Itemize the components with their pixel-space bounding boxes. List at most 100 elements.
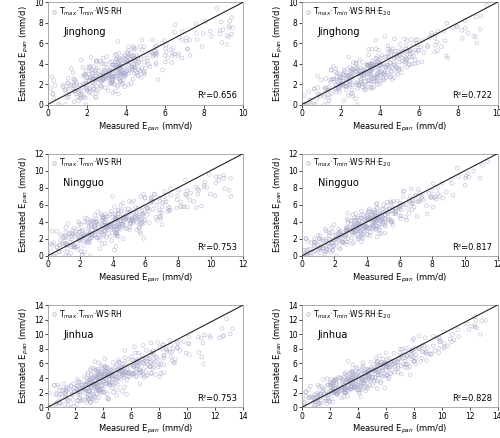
Point (109, 375, 117, 382)
Point (386, 215, 394, 223)
Point (365, 372, 373, 379)
Point (364, 369, 372, 376)
Point (59, 83, 67, 90)
Point (138, 46, 146, 53)
Point (138, 215, 145, 222)
Point (372, 360, 380, 367)
Point (102, 215, 110, 223)
Point (381, 33, 389, 40)
Point (306, 382, 314, 389)
Point (335, 70, 343, 77)
Point (406, 198, 413, 205)
Point (111, 215, 119, 222)
Point (319, 245, 327, 252)
Point (402, 201, 410, 208)
Point (104, 381, 112, 388)
Point (94, 387, 102, 394)
Point (152, 59, 160, 66)
Point (382, 360, 390, 367)
Point (334, 386, 342, 393)
Point (106, 72, 114, 79)
Point (364, 63, 372, 70)
Point (80, 80, 88, 87)
Point (96, 378, 104, 385)
Point (390, 59, 398, 66)
Point (144, 55, 152, 62)
Point (415, 332, 423, 339)
Point (120, 69, 128, 76)
Point (68, 244, 76, 251)
Point (136, 381, 144, 388)
Point (78, 234, 86, 241)
Point (120, 374, 128, 381)
Point (403, 352, 411, 359)
Point (364, 46, 372, 53)
Y-axis label: Estimated E$_{pan}$ (mm/d): Estimated E$_{pan}$ (mm/d) (272, 5, 285, 102)
Point (216, 30, 224, 37)
Point (126, 49, 134, 56)
Point (416, 358, 424, 365)
Point (403, 55, 411, 62)
Point (66, 239, 74, 246)
Point (378, 70, 386, 77)
Point (104, 68, 112, 75)
Point (314, 241, 322, 248)
Point (104, 225, 112, 232)
Point (132, 212, 140, 219)
Point (119, 213, 127, 220)
Point (395, 65, 403, 72)
Point (123, 214, 131, 221)
Point (398, 352, 406, 359)
Point (384, 209, 392, 216)
Point (54, 101, 62, 108)
Point (366, 71, 374, 78)
Point (92, 373, 100, 380)
Point (366, 67, 374, 74)
Point (75, 88, 83, 95)
Point (106, 79, 114, 86)
Point (316, 390, 324, 397)
Point (385, 364, 393, 371)
Point (60, 386, 68, 393)
Point (130, 64, 138, 71)
Point (368, 65, 376, 72)
Point (108, 74, 116, 81)
Point (112, 370, 120, 377)
Point (82, 78, 90, 85)
Point (334, 374, 342, 381)
Point (438, 180, 446, 187)
Point (339, 78, 347, 85)
Point (174, 192, 182, 199)
Point (345, 385, 353, 392)
Point (98, 382, 106, 389)
Point (412, 57, 420, 64)
Point (362, 86, 370, 93)
Point (382, 362, 390, 369)
Point (344, 92, 352, 99)
Point (192, 184, 200, 191)
Point (134, 359, 142, 366)
Point (224, 34, 232, 41)
Point (120, 236, 128, 243)
Point (92, 223, 100, 230)
Point (103, 390, 111, 397)
Point (95, 378, 103, 385)
Point (136, 369, 144, 376)
Point (176, 347, 184, 354)
Point (130, 363, 138, 370)
Point (432, 31, 440, 38)
Point (85, 230, 93, 237)
Point (92, 83, 100, 90)
Point (70, 88, 78, 95)
Point (125, 217, 133, 224)
Point (335, 85, 343, 92)
Point (115, 55, 123, 62)
Point (111, 223, 119, 230)
Point (80, 232, 88, 239)
Point (384, 364, 392, 371)
Point (121, 347, 129, 354)
Point (366, 64, 374, 71)
Point (384, 375, 392, 382)
Point (182, 350, 190, 357)
Point (133, 219, 141, 226)
